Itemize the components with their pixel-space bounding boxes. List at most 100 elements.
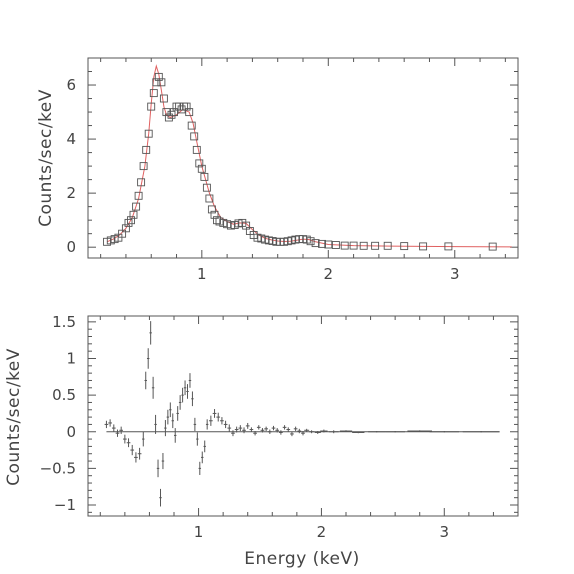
data-point bbox=[121, 224, 130, 233]
residual-errorbar bbox=[198, 461, 202, 475]
data-point bbox=[159, 94, 168, 103]
residual-errorbar bbox=[275, 428, 280, 433]
residual-errorbar bbox=[279, 430, 283, 435]
data-point bbox=[400, 242, 409, 251]
data-point bbox=[202, 183, 211, 192]
residual-errorbar bbox=[290, 431, 294, 437]
data-point bbox=[349, 241, 358, 250]
residual-errorbar bbox=[137, 447, 142, 460]
residual-errorbar bbox=[301, 431, 305, 436]
data-point bbox=[127, 216, 135, 225]
data-point bbox=[205, 194, 214, 203]
residual-errorbar bbox=[166, 409, 170, 425]
residual-errorbar bbox=[193, 417, 197, 432]
residual-errorbar bbox=[154, 414, 157, 434]
data-point bbox=[192, 145, 201, 154]
data-point bbox=[371, 241, 380, 250]
spectrum-y-tick-label: 0 bbox=[66, 238, 76, 256]
data-point bbox=[190, 132, 199, 141]
residual-errorbar bbox=[238, 425, 243, 432]
residual-errorbar bbox=[115, 429, 120, 437]
residual-errorbar bbox=[462, 431, 500, 433]
residual-errorbar bbox=[242, 427, 246, 434]
residual-errorbar bbox=[203, 440, 206, 453]
spectrum-y-tick-label: 2 bbox=[66, 184, 76, 202]
data-point bbox=[200, 172, 209, 181]
data-point bbox=[318, 239, 326, 248]
data-point bbox=[197, 164, 206, 173]
data-point bbox=[137, 178, 146, 187]
residuals-y-tick-label: 0.5 bbox=[52, 386, 76, 404]
residuals-y-tick-label: −0.5 bbox=[40, 459, 76, 477]
residual-errorbar bbox=[123, 434, 127, 444]
residual-errorbar bbox=[176, 406, 179, 421]
residuals-y-tick-label: 1.5 bbox=[52, 313, 76, 331]
residual-errorbar bbox=[149, 321, 152, 345]
residual-errorbars-layer bbox=[104, 321, 500, 507]
data-point bbox=[207, 205, 216, 214]
residuals-y-tick-label: 1 bbox=[66, 349, 76, 367]
data-point bbox=[182, 102, 191, 111]
residual-errorbar bbox=[234, 426, 239, 433]
residual-errorbar bbox=[164, 420, 167, 437]
spectrum-y-axis-label: Counts/sec/keV bbox=[36, 89, 56, 227]
residual-errorbar bbox=[368, 431, 386, 433]
residuals-y-axis-label: Counts/sec/keV bbox=[4, 348, 24, 486]
residual-errorbar bbox=[429, 431, 460, 433]
residual-errorbar bbox=[220, 417, 224, 425]
residuals-plot-frame bbox=[87, 315, 519, 517]
data-point bbox=[154, 72, 163, 81]
residual-errorbar bbox=[142, 431, 145, 447]
data-point bbox=[162, 108, 171, 117]
data-point bbox=[134, 191, 143, 200]
residual-errorbar bbox=[111, 424, 116, 432]
residual-errorbar bbox=[282, 425, 287, 430]
data-point bbox=[185, 108, 194, 117]
x-axis-label: Energy (keV) bbox=[244, 549, 360, 569]
residual-errorbar bbox=[328, 430, 339, 434]
residual-errorbar bbox=[151, 376, 155, 399]
data-point bbox=[152, 78, 161, 87]
data-point bbox=[324, 240, 333, 249]
residual-errorbar bbox=[126, 438, 131, 448]
model-line bbox=[106, 64, 512, 248]
residual-errorbar bbox=[171, 413, 174, 429]
data-point bbox=[311, 239, 320, 248]
residual-errorbar bbox=[407, 430, 432, 432]
residual-errorbar bbox=[249, 427, 254, 432]
data-point bbox=[124, 218, 133, 227]
residual-errorbar bbox=[178, 395, 182, 410]
residual-errorbar bbox=[223, 420, 228, 429]
residual-errorbar bbox=[264, 426, 268, 432]
residual-errorbar bbox=[205, 419, 209, 430]
data-point bbox=[177, 105, 186, 114]
residual-errorbar bbox=[161, 452, 165, 470]
data-point bbox=[157, 78, 166, 87]
spectrum-y-tick-label: 6 bbox=[66, 76, 76, 94]
residual-errorbar bbox=[231, 430, 235, 437]
residual-errorbar bbox=[212, 409, 217, 418]
residual-errorbar bbox=[104, 420, 109, 429]
residual-errorbar bbox=[314, 431, 321, 434]
residuals-y-tick-label: −1 bbox=[54, 496, 76, 514]
spectrum-panel: 1 2 3 0 2 4 6 Counts/sec/keV bbox=[36, 57, 519, 283]
residual-errorbar bbox=[271, 425, 276, 431]
data-point bbox=[170, 108, 178, 117]
data-point bbox=[175, 102, 184, 111]
residual-errorbar bbox=[352, 431, 365, 434]
residual-errorbar bbox=[169, 402, 172, 418]
spectrum-x-tick-label: 2 bbox=[324, 265, 334, 283]
residual-errorbar bbox=[227, 424, 232, 432]
residual-errorbar bbox=[196, 432, 199, 446]
residual-errorbar bbox=[181, 387, 184, 403]
residual-errorbar bbox=[253, 431, 257, 436]
residuals-ticks: 1 2 3 −1 −0.5 0 0.5 1 1.5 bbox=[40, 313, 519, 541]
data-point bbox=[359, 241, 368, 250]
residual-errorbar bbox=[188, 373, 192, 388]
data-point bbox=[139, 162, 148, 171]
residuals-x-tick-label: 3 bbox=[440, 523, 450, 541]
residuals-x-tick-label: 2 bbox=[317, 523, 327, 541]
residual-errorbar bbox=[293, 426, 298, 432]
residual-errorbar bbox=[156, 459, 160, 478]
